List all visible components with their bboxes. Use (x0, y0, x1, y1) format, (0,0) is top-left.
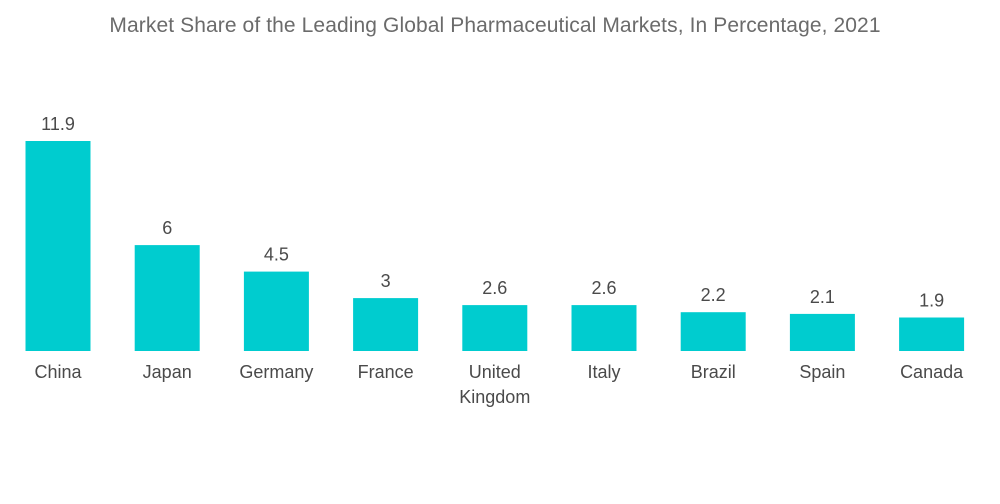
bar-brazil (680, 312, 746, 351)
category-label-line: United (469, 362, 521, 382)
bar-canada (899, 317, 965, 351)
category-label: Italy (587, 362, 620, 382)
category-label-line: Spain (799, 362, 845, 382)
category-label: Canada (900, 362, 964, 382)
value-label: 6 (162, 218, 172, 238)
category-label-line: Japan (143, 362, 192, 382)
category-label-line: Kingdom (459, 387, 530, 407)
category-label: Japan (143, 362, 192, 382)
bar-united-kingdom (462, 305, 528, 351)
category-label: China (34, 362, 82, 382)
category-label-line: China (34, 362, 82, 382)
category-label: Spain (799, 362, 845, 382)
category-label: Brazil (691, 362, 736, 382)
value-label: 11.9 (41, 114, 75, 134)
category-label: Germany (239, 362, 313, 382)
category-label-line: Germany (239, 362, 313, 382)
category-label: France (358, 362, 414, 382)
value-label: 2.6 (591, 278, 616, 298)
category-label: United Kingdom (459, 362, 530, 407)
category-label-line: Italy (587, 362, 620, 382)
bar-italy (571, 305, 637, 351)
category-label-line: Canada (900, 362, 964, 382)
bar-germany (243, 271, 309, 351)
bar-japan (134, 245, 200, 351)
value-label: 2.6 (482, 278, 507, 298)
category-label-line: Brazil (691, 362, 736, 382)
value-label: 2.2 (701, 285, 726, 305)
chart-title: Market Share of the Leading Global Pharm… (109, 14, 881, 37)
bar-china (25, 141, 91, 351)
bar-france (353, 298, 419, 351)
value-label: 1.9 (919, 291, 944, 311)
value-label: 3 (381, 271, 391, 291)
value-label: 2.1 (810, 287, 835, 307)
bar-spain (789, 313, 855, 351)
category-label-line: France (358, 362, 414, 382)
value-label: 4.5 (264, 245, 289, 265)
